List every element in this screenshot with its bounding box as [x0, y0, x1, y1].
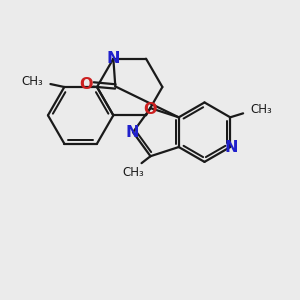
Text: CH₃: CH₃	[123, 166, 145, 178]
Text: CH₃: CH₃	[22, 75, 44, 88]
Text: N: N	[224, 140, 238, 154]
Text: N: N	[125, 125, 139, 140]
Text: O: O	[79, 77, 92, 92]
Text: N: N	[106, 51, 120, 66]
Text: CH₃: CH₃	[250, 103, 272, 116]
Text: O: O	[144, 102, 157, 117]
